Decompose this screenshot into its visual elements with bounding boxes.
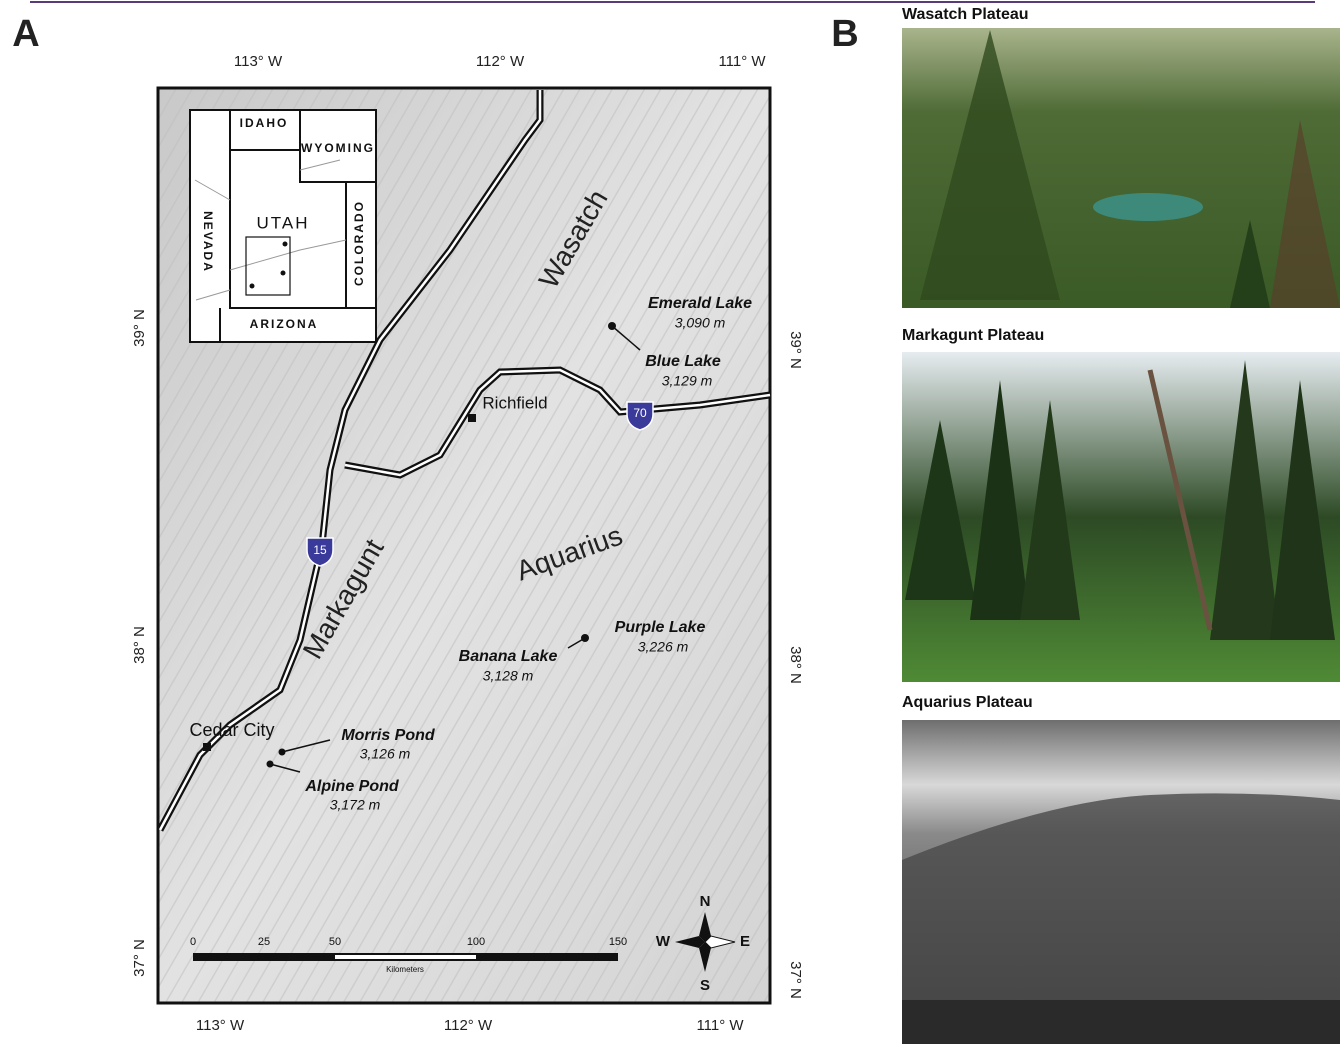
page: { "panel_labels": ["A", "B"], "map": { "… — [0, 0, 1340, 1044]
lon-label: 111° W — [696, 1017, 744, 1034]
compass-label: S — [700, 977, 710, 994]
highway-number: 15 — [313, 543, 327, 557]
town-marker — [203, 743, 211, 751]
compass-label: N — [700, 893, 711, 910]
state-label: COLORADO — [352, 200, 366, 286]
panel-label: B — [831, 13, 858, 55]
compass-label: E — [740, 933, 750, 950]
site-dot — [281, 271, 286, 276]
town-name: Cedar City — [189, 720, 274, 740]
lon-label: 112° W — [476, 53, 525, 70]
lake-name: Banana Lake — [459, 648, 558, 665]
lake-elevation: 3,128 m — [483, 668, 534, 684]
lat-label: 37° N — [131, 939, 148, 977]
photo-caption: Markagunt Plateau — [902, 327, 1044, 344]
lake-elevation: 3,129 m — [662, 373, 713, 389]
site-dot — [250, 284, 255, 289]
state-label: UTAH — [256, 213, 309, 232]
town-marker — [468, 414, 476, 422]
state-label: NEVADA — [201, 211, 215, 273]
scale-segment — [335, 955, 476, 959]
photo-caption: Wasatch Plateau — [902, 6, 1029, 23]
inset-map: IDAHO WYOMING NEVADA UTAH COLORADO ARIZO… — [190, 110, 376, 342]
state-label: ARIZONA — [250, 317, 319, 331]
lat-label: 39° N — [787, 331, 804, 369]
lat-label: 37° N — [787, 961, 804, 999]
scale-tick: 100 — [467, 936, 485, 948]
lake-elevation: 3,226 m — [638, 639, 689, 655]
site-dot — [283, 242, 288, 247]
scale-unit: Kilometers — [386, 965, 424, 974]
lake-name: Purple Lake — [615, 619, 706, 636]
lon-label: 112° W — [444, 1017, 493, 1034]
lake-name: Blue Lake — [645, 353, 721, 370]
scale-tick: 150 — [609, 936, 627, 948]
lake-name: Emerald Lake — [648, 295, 752, 312]
scale-tick: 25 — [258, 936, 270, 948]
lake-name: Alpine Pond — [304, 778, 400, 795]
lake-elevation: 3,126 m — [360, 746, 411, 762]
lake-name: Morris Pond — [341, 727, 436, 744]
highway-number: 70 — [633, 406, 647, 420]
scale-tick: 50 — [329, 936, 341, 948]
lon-label: 113° W — [234, 53, 283, 70]
lat-label: 38° N — [131, 626, 148, 664]
lake-elevation: 3,090 m — [675, 315, 726, 331]
town-name: Richfield — [482, 393, 547, 412]
photos: Wasatch Plateau Markagunt Plateau Aquari… — [902, 6, 1340, 1044]
compass-label: W — [656, 933, 671, 950]
lat-label: 38° N — [787, 646, 804, 684]
lon-label: 113° W — [196, 1017, 245, 1034]
lat-label: 39° N — [131, 309, 148, 347]
lon-label: 111° W — [718, 53, 766, 70]
map: 113° W 112° W 111° W 113° W 112° W 111° … — [131, 53, 804, 1034]
panel-label: A — [12, 13, 39, 55]
figure: A B 113° W 112° W 111° W 113° W 112° W 1… — [0, 0, 1340, 1044]
photo-caption: Aquarius Plateau — [902, 694, 1033, 711]
scale-tick: 0 — [190, 936, 196, 948]
state-label: IDAHO — [240, 116, 289, 130]
lake-elevation: 3,172 m — [330, 797, 381, 813]
lake-water — [1093, 193, 1203, 221]
water — [902, 1000, 1340, 1044]
state-label: WYOMING — [301, 141, 375, 155]
